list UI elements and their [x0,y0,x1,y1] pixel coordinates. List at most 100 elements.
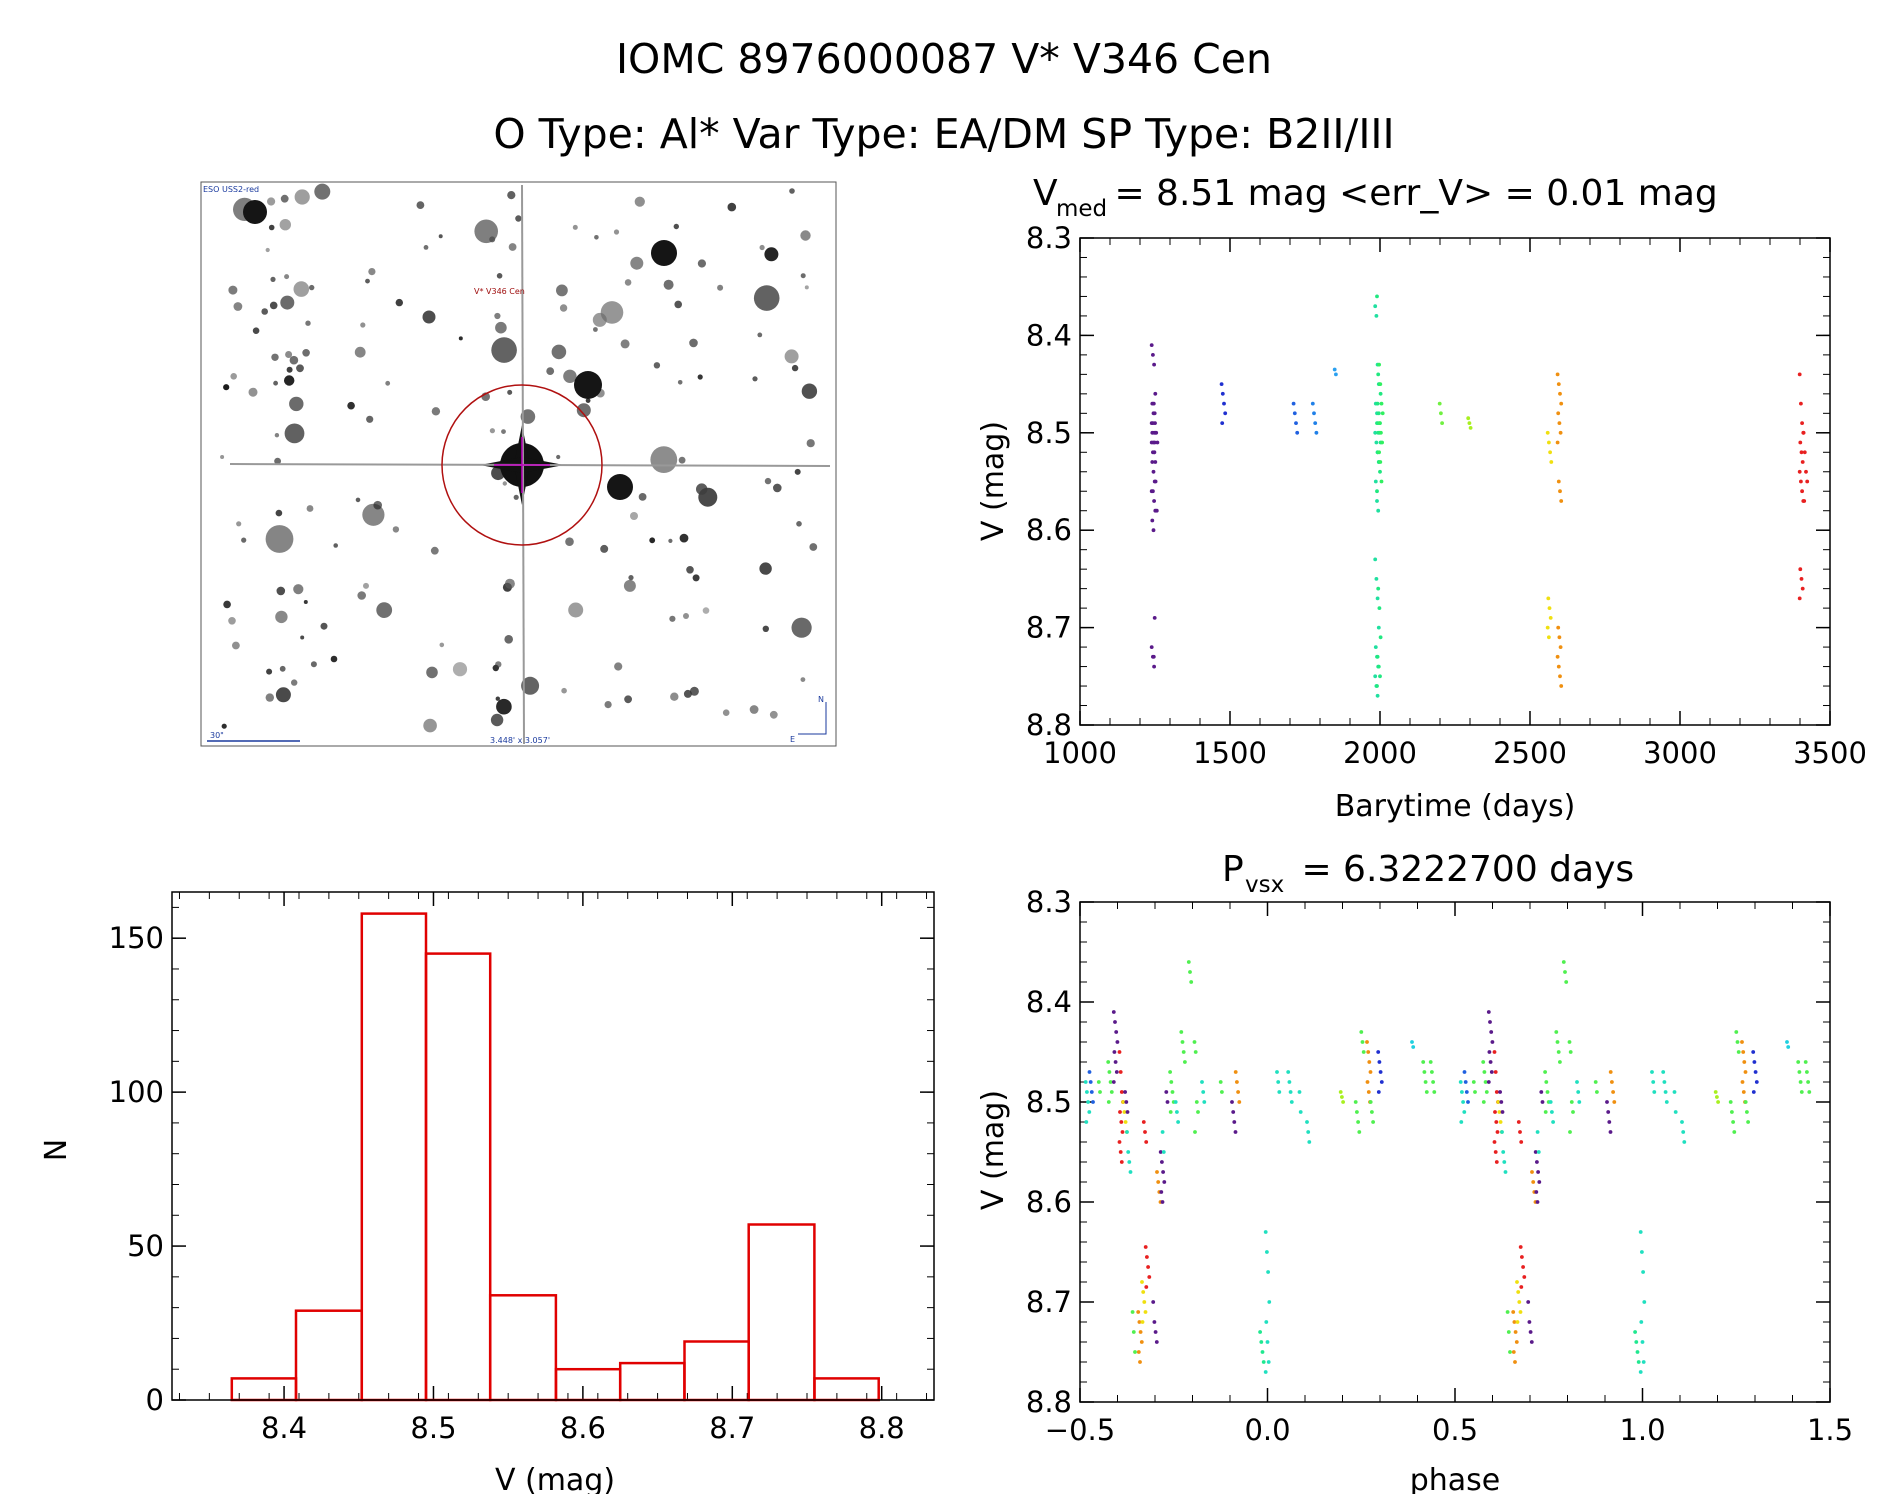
star [679,533,689,543]
data-point [1154,1340,1159,1344]
data-point [1471,1080,1476,1084]
data-point [1536,1150,1541,1154]
data-point [1492,1050,1497,1054]
data-point [1489,1030,1494,1034]
data-point [1155,1170,1159,1174]
star [689,686,699,696]
histogram-bar [424,952,492,1402]
y-tick-label: 100 [109,1075,164,1109]
lightcurve-title-rest: = 8.51 mag <err_V> = 0.01 mag [1103,173,1718,214]
y-tick-label: 8.5 [1026,1085,1072,1119]
x-tick-label: 1500 [1193,736,1267,770]
star [670,692,679,701]
star [294,189,310,205]
data-point [1144,1285,1149,1289]
data-point [1098,1090,1102,1094]
data-point [1266,1360,1271,1364]
data-point [1461,1100,1465,1104]
data-point [1529,1340,1534,1344]
x-tick-label: 0.0 [1244,1413,1290,1447]
star [614,662,623,671]
phase-title-rest: = 6.3222700 days [1290,849,1634,890]
data-point [1640,1250,1644,1254]
data-point [1153,1330,1158,1334]
star [385,380,391,386]
data-point [1421,1060,1426,1064]
data-point [1123,1090,1127,1094]
star [360,322,366,328]
star [613,229,620,235]
data-point [1153,460,1158,464]
star [495,321,507,334]
data-point [1484,1090,1489,1094]
star [291,679,298,686]
data-point [1437,401,1442,406]
data-point [1483,1080,1488,1084]
data-point [1267,1300,1272,1304]
data-point [1537,1180,1542,1184]
star [496,698,512,715]
data-point [1359,1030,1364,1034]
data-point [1797,469,1802,474]
data-point [1237,1100,1242,1104]
data-point [1375,684,1379,688]
data-point [1568,1050,1573,1054]
data-point [1355,1110,1359,1114]
star [423,245,429,250]
star [269,301,278,310]
data-point [1168,1110,1173,1114]
star [572,224,578,230]
data-point [1219,382,1224,386]
data-point [1106,1100,1111,1104]
data-point [1431,1080,1435,1084]
data-point [1558,1060,1562,1064]
data-point [1424,1090,1429,1094]
data-point [1298,1110,1303,1114]
data-point [1122,1110,1127,1114]
data-point [1375,489,1379,494]
star [265,247,270,253]
data-point [1161,1150,1166,1154]
data-point [1089,1090,1094,1094]
star [280,295,295,310]
y-tick-label: 8.7 [1026,611,1072,645]
data-point [1306,1130,1311,1134]
data-point [1118,1150,1123,1154]
star [623,579,636,592]
data-point [1373,479,1378,484]
data-point [1265,1340,1270,1344]
data-point [1159,1190,1164,1194]
data-point [1558,674,1562,679]
star [490,713,504,727]
data-point [1152,1320,1157,1324]
data-point [1151,353,1155,357]
data-point [1169,1080,1174,1084]
data-point [1558,430,1563,435]
data-point [1555,654,1560,659]
data-point [1411,1045,1416,1049]
data-point [1544,1080,1549,1084]
star [717,284,724,291]
star [668,538,673,544]
star [274,433,280,438]
data-point [1556,479,1561,484]
data-point [1800,421,1804,425]
star [683,689,692,698]
data-point [1516,1120,1521,1124]
data-point [1568,1130,1572,1134]
star [422,310,436,324]
data-point [1673,1110,1678,1114]
data-point [1488,1020,1492,1024]
data-point [1125,1130,1129,1134]
data-point [1563,970,1567,974]
data-point [1112,1050,1117,1054]
data-point [1160,1160,1164,1164]
data-point [1161,1170,1165,1174]
data-point [1264,1320,1269,1324]
y-tick-label: 8.3 [1026,221,1072,255]
star [286,366,293,373]
data-point [1118,1070,1123,1074]
star [630,512,638,520]
lightcurve-points [1149,294,1810,698]
data-point [1277,1090,1282,1094]
